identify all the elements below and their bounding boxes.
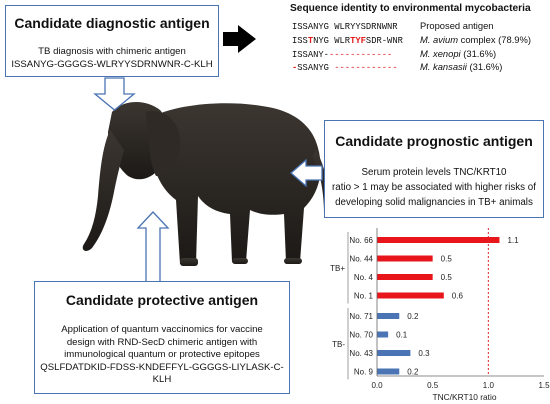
identity-percent: (31.6%) <box>466 61 503 72</box>
bar <box>377 274 433 280</box>
sequence-pre: ISSANYG WLRYYSDRNWNR <box>292 22 398 32</box>
ratio-bar-chart: No. 66 1.1 No. 44 0.5 No. 4 0.5 No. 1 0.6 TB+ No.… <box>330 228 550 402</box>
diagnostic-line-2: ISSANYG-GGGGS-WLRYYSDRNWNR-C-KLH <box>11 58 213 70</box>
organism-name: M. avium <box>420 34 459 45</box>
sequence-row: ISSTNYG WLRTYFSDR-WNR M. avium complex (7… <box>292 34 531 47</box>
category-label: No. 43 <box>349 349 373 358</box>
category-label: No. 70 <box>349 331 373 340</box>
sequence-label: M. kansasii (31.6%) <box>420 61 502 73</box>
organism-name: Proposed antigen <box>420 20 494 31</box>
sequence-red1: - <box>292 63 298 73</box>
bar <box>377 313 400 319</box>
protective-line-2: design with RND-SecD chimeric antigen wi… <box>66 336 258 348</box>
identity-percent: complex (78.9%) <box>458 34 531 45</box>
category-label: No. 9 <box>354 368 374 377</box>
sequence-row: ISSANYG WLRYYSDRNWNR Proposed antigen <box>292 20 494 33</box>
bar-value-label: 0.2 <box>407 368 419 377</box>
arrow-right-icon <box>223 25 256 53</box>
bar-value-label: 0.6 <box>452 292 464 301</box>
protective-line-3: immunological quantum or protective epit… <box>64 349 260 360</box>
bar-value-label: 0.1 <box>396 331 408 340</box>
sequence-title: Sequence identity to environmental mycob… <box>290 3 531 14</box>
x-tick-label: 0.5 <box>427 381 439 390</box>
category-label: No. 66 <box>349 236 373 245</box>
x-axis-label: TNC/KRT10 ratio <box>432 392 496 402</box>
sequence-dash: ------------ <box>328 63 398 73</box>
arrow-down-icon <box>93 77 136 111</box>
bar <box>377 292 444 299</box>
category-label: No. 1 <box>354 292 374 301</box>
protective-line-4: QSLFDATDKID-FDSS-KNDEFFYL-GGGGS-LIYLASK-… <box>40 361 284 386</box>
bar <box>377 255 433 262</box>
category-label: No. 4 <box>354 273 374 282</box>
bar <box>377 331 389 338</box>
sequence-pre: ISSANY- <box>292 50 329 60</box>
sequence-label: Proposed antigen <box>420 20 494 32</box>
bar <box>377 350 411 356</box>
bar-value-label: 1.1 <box>507 236 519 245</box>
bar <box>377 368 400 375</box>
prognostic-box: Candidate prognostic antigen Serum prote… <box>324 120 544 218</box>
protective-line-1: Application of quantum vaccinomics for v… <box>61 324 263 335</box>
bar-value-label: 0.5 <box>441 273 453 282</box>
organism-name: M. kansasii <box>420 61 467 72</box>
sequence-row: -SSANYG ------------ M. kansasii (31.6%) <box>292 61 502 74</box>
sequence-text: ISSANY------------- <box>292 49 420 61</box>
diagnostic-title: Candidate diagnostic antigen <box>14 15 210 31</box>
sequence-mid: NYG WLR <box>313 36 351 46</box>
sequence-label: M. xenopi (31.6%) <box>420 48 496 60</box>
bar-value-label: 0.5 <box>441 255 453 264</box>
sequence-red1: T <box>307 36 314 46</box>
sequence-text: -SSANYG ------------ <box>292 62 420 74</box>
protective-box: Candidate protective antigen Application… <box>34 281 290 394</box>
prognostic-title: Candidate prognostic antigen <box>335 133 533 149</box>
identity-percent: (31.6%) <box>460 48 497 59</box>
category-label: No. 71 <box>349 312 373 321</box>
prognostic-line-1: Serum protein levels TNC/KRT10 <box>361 167 507 178</box>
bar-value-label: 0.2 <box>407 312 419 321</box>
sequence-row: ISSANY------------- M. xenopi (31.6%) <box>292 48 496 61</box>
bar-value-label: 0.3 <box>418 349 430 358</box>
diagnostic-line-1: TB diagnosis with chimeric antigen <box>38 46 186 57</box>
category-label: No. 44 <box>349 255 373 264</box>
arrow-left-icon <box>290 158 323 188</box>
group-label: TB- <box>332 340 345 349</box>
sequence-pre: ISS <box>292 36 308 46</box>
sequence-label: M. avium complex (78.9%) <box>420 34 531 46</box>
organism-name: M. xenopi <box>420 48 461 59</box>
prognostic-line-3: developing solid malignancies in TB+ ani… <box>335 197 533 208</box>
prognostic-line-2: ratio > 1 may be associated with higher … <box>332 182 536 193</box>
protective-title: Candidate protective antigen <box>65 292 259 308</box>
group-label: TB+ <box>330 264 345 273</box>
sequence-mid: SSANYG <box>297 63 329 73</box>
diagnostic-text: TB diagnosis with chimeric antigen ISSAN… <box>6 46 218 71</box>
sequence-text: ISSANYG WLRYYSDRNWNR <box>292 21 420 33</box>
sequence-red2: TYF <box>350 36 366 46</box>
bar <box>377 237 500 243</box>
protective-text: Application of quantum vaccinomics for v… <box>35 324 289 387</box>
x-tick-label: 1.0 <box>483 381 495 390</box>
x-tick-label: 0.0 <box>371 381 383 390</box>
sequence-post: SDR-WNR <box>365 36 403 46</box>
diagnostic-box: Candidate diagnostic antigen TB diagnosi… <box>5 5 219 77</box>
prognostic-text: Serum protein levels TNC/KRT10 ratio > 1… <box>325 165 543 210</box>
sequence-dash: ------------ <box>328 50 393 60</box>
x-tick-label: 1.5 <box>538 381 550 390</box>
sequence-text: ISSTNYG WLRTYFSDR-WNR <box>292 35 420 47</box>
